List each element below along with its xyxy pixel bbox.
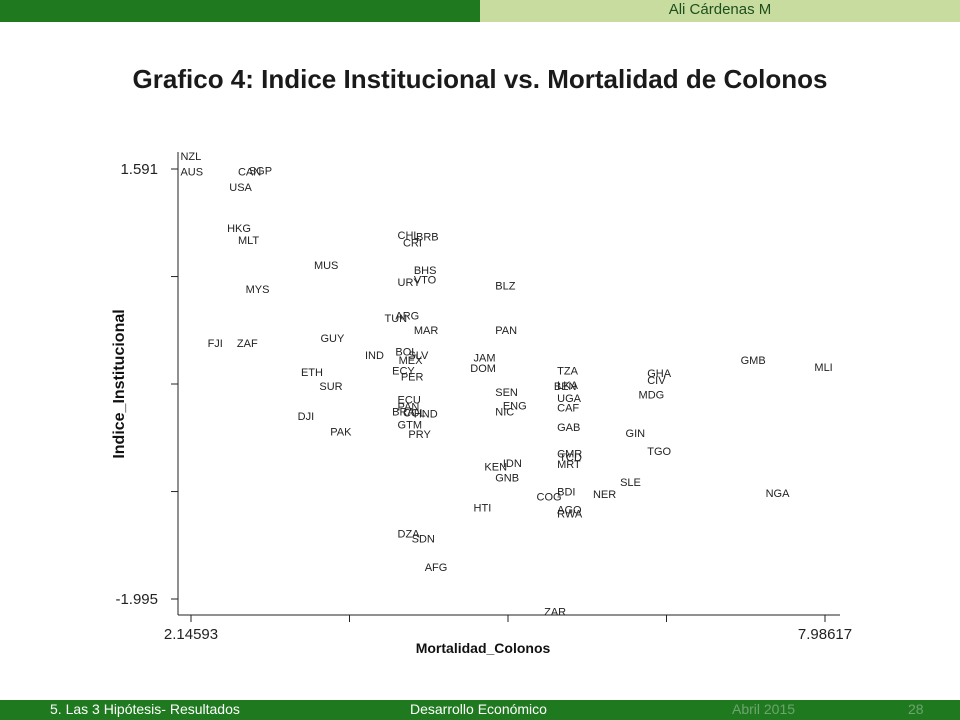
y-tick-label: 1.591 [120, 161, 158, 178]
data-point-label: PAK [330, 427, 352, 439]
data-point-label: HND [414, 409, 438, 421]
data-point-label: IND [365, 350, 384, 362]
header-bar-dark [0, 0, 480, 22]
data-point-label: PER [401, 372, 424, 384]
data-point-label: CMR [557, 448, 582, 460]
data-point-label: RWA [557, 508, 583, 520]
data-point-label: GTM [398, 420, 422, 432]
data-point-label: MYS [246, 284, 270, 296]
data-point-label: SGP [249, 165, 272, 177]
footer-date: Abril 2015 [732, 701, 796, 717]
data-point-label: HKG [227, 223, 251, 235]
data-point-label: SLE [620, 477, 641, 489]
y-axis-title: Indice_Institucional [111, 309, 128, 458]
data-point-label: JAM [474, 352, 496, 364]
data-point-label: MLI [814, 362, 832, 374]
data-point-label: MAR [414, 325, 439, 337]
data-point-label: TZA [557, 366, 578, 378]
data-point-label: ARG [395, 310, 419, 322]
y-tick-label: -1.995 [115, 591, 158, 608]
data-point-label: UGA [557, 393, 582, 405]
data-point-label: MLT [238, 235, 259, 247]
x-tick-label: 7.98617 [798, 626, 852, 643]
header-bar-light [480, 0, 960, 22]
data-point-label: PAN [398, 402, 420, 414]
data-point-label: NZL [180, 151, 201, 163]
data-point-label: KEN [484, 461, 507, 473]
footer-page: 28 [908, 701, 924, 717]
data-point-label: GIN [626, 428, 646, 440]
data-point-label: CRI [403, 237, 422, 249]
data-point-label: GHA [647, 368, 672, 380]
data-point-label: PRY [408, 429, 431, 441]
data-point-label: MEX [399, 355, 424, 367]
footer-bar [0, 700, 960, 720]
data-point-label: GNB [495, 472, 519, 484]
data-point-label: SDN [412, 533, 435, 545]
data-point-label: ZAF [237, 338, 258, 350]
data-point-label: DOM [470, 363, 496, 375]
data-point-label: NGA [766, 488, 791, 500]
x-tick-label: 2.14593 [164, 626, 218, 643]
slide-title: Grafico 4: Indice Institucional vs. Mort… [132, 64, 828, 94]
data-point-label: IDN [503, 458, 522, 470]
data-point-label: MDG [639, 390, 665, 402]
data-point-label: FJI [208, 338, 223, 350]
data-point-label: USA [229, 182, 252, 194]
data-point-label: BOL [395, 346, 417, 358]
data-point-label: HTI [474, 502, 492, 514]
data-point-label: ECY [392, 366, 415, 378]
author-label: Ali Cárdenas M [668, 1, 772, 18]
data-point-label: TCD [559, 452, 582, 464]
data-point-label: VTO [414, 274, 437, 286]
data-point-label: PAN [495, 325, 517, 337]
data-point-label: GMB [741, 355, 766, 367]
data-point-label: SUR [319, 381, 342, 393]
data-point-label: MRT [557, 459, 581, 471]
footer-course: Desarrollo Económico [410, 701, 547, 717]
data-point-label: CIV [647, 375, 666, 387]
data-point-label: NIC [495, 406, 514, 418]
data-point-label: CHL [398, 230, 420, 242]
data-point-label: DZA [398, 529, 421, 541]
data-point-label: ZAR [544, 607, 566, 619]
data-point-label: MUS [314, 260, 338, 272]
data-point-label: BLZ [495, 280, 515, 292]
data-point-label: COL [403, 408, 426, 420]
scatter-chart: 1.591 -1.995 2.14593 7.98617 Mortalidad_Colo… [111, 151, 852, 656]
data-point-label: NER [593, 489, 616, 501]
data-point-label: TGO [647, 446, 671, 458]
data-point-label: CAN [238, 167, 261, 179]
data-point-label: CAF [557, 403, 579, 415]
data-point-label: COG [537, 491, 562, 503]
x-axis-title: Mortalidad_Colonos [416, 640, 551, 656]
data-point-label: ENG [503, 400, 527, 412]
data-point-label: BDI [557, 487, 575, 499]
data-point-label: AUS [180, 167, 203, 179]
data-point-label: GUY [320, 333, 345, 345]
data-point-label: URY [398, 277, 422, 289]
data-point-label: BRA [392, 406, 415, 418]
data-point-label: ETH [301, 367, 323, 379]
data-point-label: BHS [414, 265, 437, 277]
footer-section: 5. Las 3 Hipótesis- Resultados [50, 701, 240, 717]
data-point-label: TUN [385, 313, 408, 325]
data-point-label: AFG [425, 562, 448, 574]
data-point-label: SLV [408, 350, 429, 362]
data-point-label: LKA [557, 380, 578, 392]
data-point-label: DJI [298, 411, 315, 423]
data-point-label: ECU [398, 394, 421, 406]
data-point-label: AGO [557, 505, 582, 517]
data-point-label: BRB [416, 231, 439, 243]
data-point-label: GAB [557, 422, 580, 434]
data-point-label: BEN [554, 381, 577, 393]
data-point-label: SEN [495, 387, 518, 399]
